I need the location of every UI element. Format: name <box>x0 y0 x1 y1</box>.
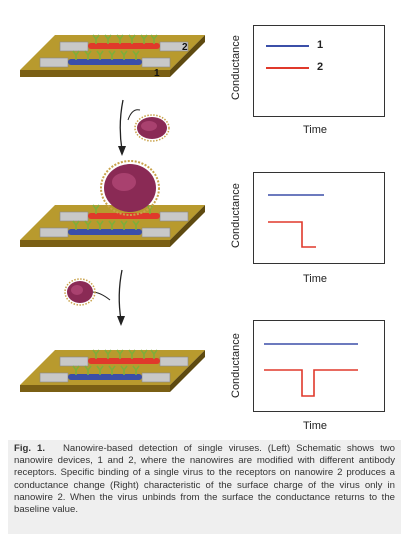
device-middle <box>20 160 205 247</box>
device-top: 2 1 <box>20 34 205 79</box>
graph-1-xlabel: Time <box>303 124 328 136</box>
graph-3 <box>253 320 385 412</box>
graph-3-plot <box>264 343 358 397</box>
graph-3-xlabel: Time <box>303 420 328 432</box>
trace-2 <box>264 369 358 397</box>
caption-text: Nanowire-based detection of single virus… <box>14 443 396 516</box>
virus-leaving-icon <box>64 278 96 306</box>
legend-label-2: 2 <box>317 61 324 73</box>
nanowire-1-label: 1 <box>154 68 160 79</box>
graph-2-xlabel: Time <box>303 273 328 285</box>
graph-2-ylabel: Conductance <box>230 183 242 248</box>
virus-icon <box>134 114 170 142</box>
figure-caption: Fig. 1. Nanowire-based detection of sing… <box>8 440 401 534</box>
arrow-down-2 <box>118 269 123 321</box>
graph-1-ylabel: Conductance <box>230 35 242 100</box>
graph-1-legend <box>266 45 309 69</box>
graph-1: 1 2 <box>253 25 385 117</box>
schematic: 2 1 <box>20 34 205 392</box>
device-bottom <box>20 349 205 392</box>
nanowire-2-label: 2 <box>182 42 188 53</box>
graph-2-plot <box>268 194 324 248</box>
graph-2 <box>253 172 385 264</box>
trace-2 <box>268 221 316 248</box>
nanowire-2 <box>88 43 160 49</box>
bound-virus-icon <box>100 160 160 216</box>
arrow-down-1 <box>119 99 124 151</box>
caption-label: Fig. 1. <box>14 443 46 454</box>
graph-3-ylabel: Conductance <box>230 333 242 398</box>
legend-label-1: 1 <box>317 39 324 51</box>
nanowire-1 <box>68 59 142 65</box>
